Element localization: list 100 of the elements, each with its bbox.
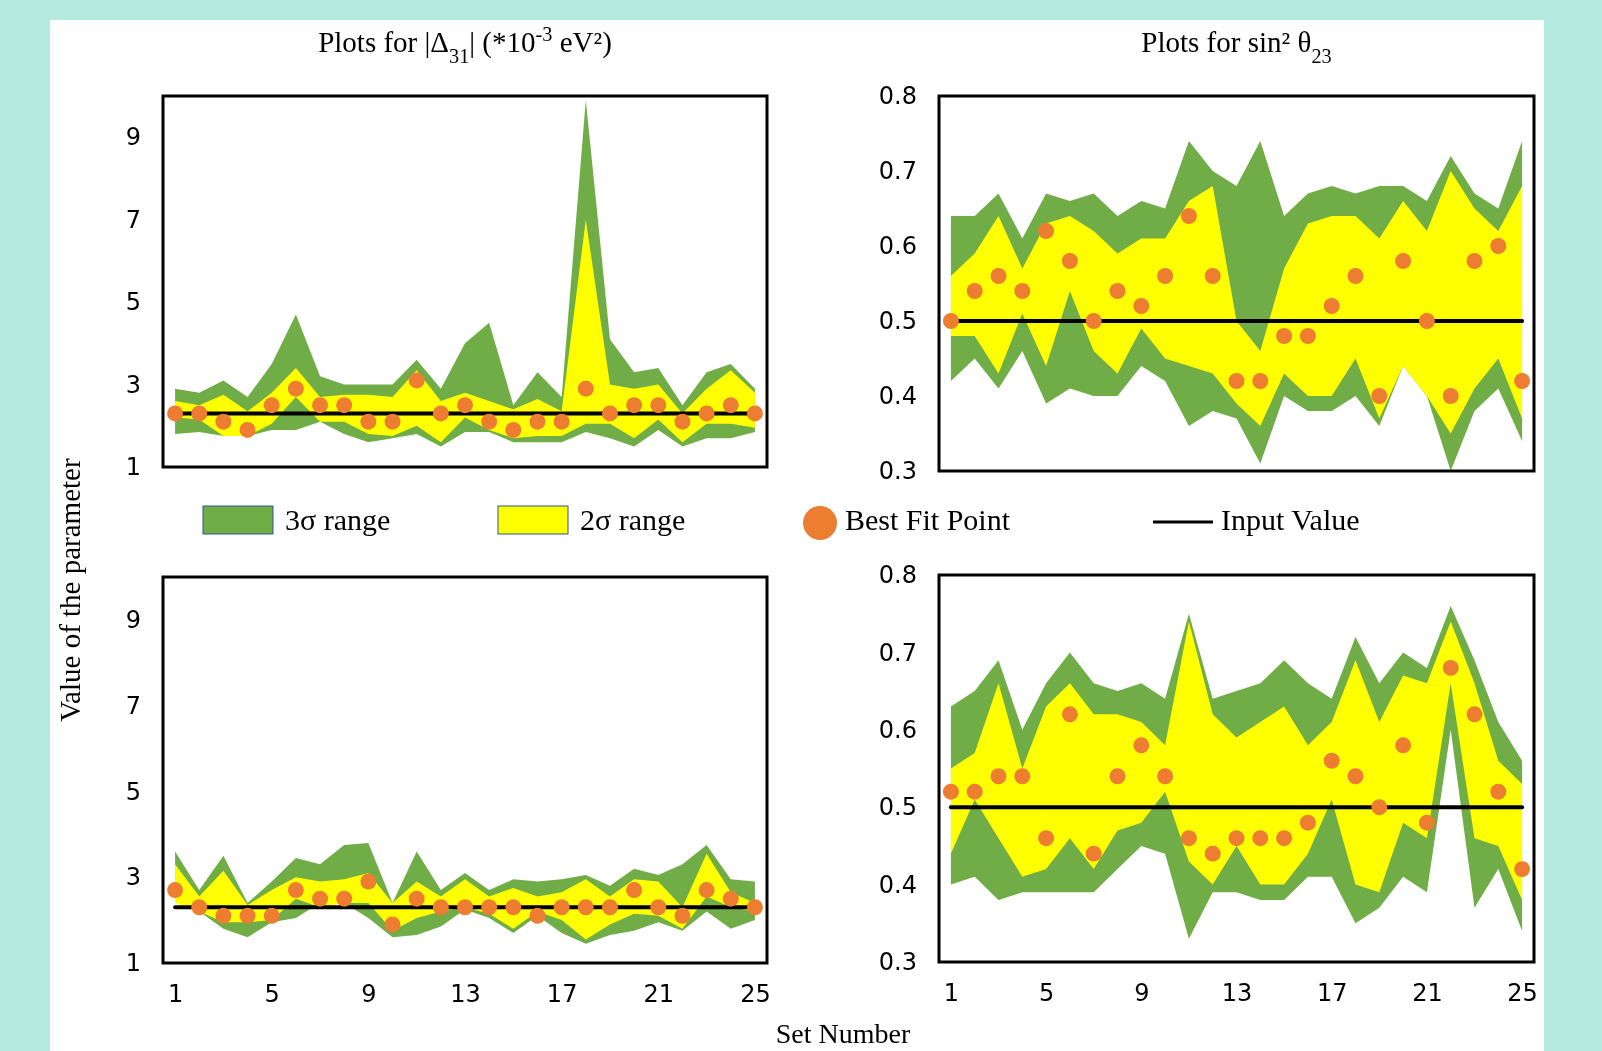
- point: [1395, 737, 1412, 754]
- point: [167, 882, 184, 899]
- point: [966, 783, 983, 800]
- point: [1276, 328, 1293, 344]
- point: [1442, 659, 1459, 676]
- point: [1466, 706, 1483, 723]
- point: [287, 882, 304, 899]
- point: [432, 405, 449, 422]
- y-tick-label: 0.7: [878, 638, 917, 667]
- point: [990, 768, 1007, 785]
- point: [698, 882, 715, 899]
- point: [626, 397, 643, 414]
- point: [1180, 830, 1197, 847]
- point: [215, 907, 232, 924]
- y-tick-label: 0.4: [878, 382, 917, 411]
- point: [1133, 298, 1150, 314]
- point: [1299, 328, 1316, 344]
- point: [1323, 752, 1340, 769]
- point: [191, 405, 208, 422]
- point: [505, 421, 522, 438]
- point: [1276, 830, 1293, 847]
- point: [167, 405, 184, 422]
- point: [746, 405, 763, 422]
- point: [529, 413, 546, 430]
- point: [553, 413, 570, 430]
- point: [384, 413, 401, 430]
- point: [1038, 830, 1055, 847]
- y-tick-label: 0.5: [878, 793, 917, 822]
- point: [942, 783, 959, 800]
- point: [457, 899, 473, 916]
- point: [746, 899, 763, 916]
- y-tick-label: 0.4: [878, 870, 917, 899]
- y-tick-label: 7: [125, 205, 141, 234]
- y-tick-label: 0.6: [878, 232, 917, 261]
- point: [1109, 768, 1126, 785]
- chart-title: Plots for |Δ$_{31}$| (*10$^{-3}$ eV²): [318, 23, 612, 67]
- x-tick-label: 25: [740, 980, 771, 1009]
- legend-label: 3σ range: [285, 503, 391, 536]
- point: [191, 899, 208, 916]
- point: [650, 397, 667, 414]
- point: [577, 899, 594, 916]
- point: [1157, 268, 1174, 284]
- point: [1371, 388, 1388, 404]
- point: [1061, 706, 1078, 723]
- point: [1157, 768, 1174, 785]
- point: [1347, 268, 1364, 284]
- point: [263, 397, 280, 414]
- y-tick-label: 0.7: [878, 157, 917, 186]
- point: [1490, 238, 1507, 254]
- point: [1514, 861, 1531, 878]
- y-tick-label: 0.8: [878, 561, 917, 590]
- point: [1204, 845, 1221, 862]
- point: [360, 413, 377, 430]
- x-tick-label: 1: [943, 979, 960, 1008]
- y-tick-label: 0.3: [878, 948, 917, 977]
- x-tick-label: 17: [546, 980, 578, 1009]
- legend-label: Input Value: [1221, 503, 1360, 536]
- point: [1299, 814, 1316, 831]
- point: [1490, 783, 1507, 800]
- x-tick-label: 17: [1316, 979, 1348, 1008]
- x-tick-label: 5: [264, 980, 280, 1009]
- y-tick-label: 1: [125, 453, 141, 482]
- point: [601, 405, 618, 422]
- point: [457, 397, 473, 414]
- point: [312, 890, 329, 907]
- point: [1466, 253, 1483, 269]
- point: [601, 899, 618, 916]
- x-tick-label: 13: [450, 980, 481, 1009]
- point: [384, 916, 401, 933]
- point: [1395, 253, 1412, 269]
- legend-label: 2σ range: [580, 503, 686, 536]
- point: [1133, 737, 1150, 754]
- point: [263, 907, 280, 924]
- point: [215, 413, 232, 430]
- point: [1228, 373, 1245, 389]
- y-axis-title: Value of the parameter: [54, 458, 86, 722]
- x-tick-label: 25: [1507, 979, 1538, 1008]
- y-tick-label: 0.5: [878, 307, 917, 336]
- point: [336, 890, 353, 907]
- point: [722, 890, 739, 907]
- point: [529, 907, 546, 924]
- point: [1204, 268, 1221, 284]
- point: [287, 380, 304, 397]
- y-tick-label: 5: [125, 777, 141, 806]
- point: [1038, 223, 1055, 239]
- x-tick-label: 5: [1038, 979, 1055, 1008]
- point: [505, 899, 522, 916]
- point: [966, 283, 983, 299]
- y-tick-label: 1: [125, 949, 141, 978]
- point: [1014, 768, 1031, 785]
- point: [626, 882, 643, 899]
- point: [1252, 830, 1269, 847]
- point: [698, 405, 715, 422]
- point: [577, 380, 594, 397]
- x-tick-label: 21: [1412, 979, 1443, 1008]
- x-axis-title: Set Number: [775, 1018, 911, 1049]
- point: [481, 413, 498, 430]
- point: [1323, 298, 1340, 314]
- point: [674, 413, 691, 430]
- y-tick-label: 3: [125, 370, 141, 399]
